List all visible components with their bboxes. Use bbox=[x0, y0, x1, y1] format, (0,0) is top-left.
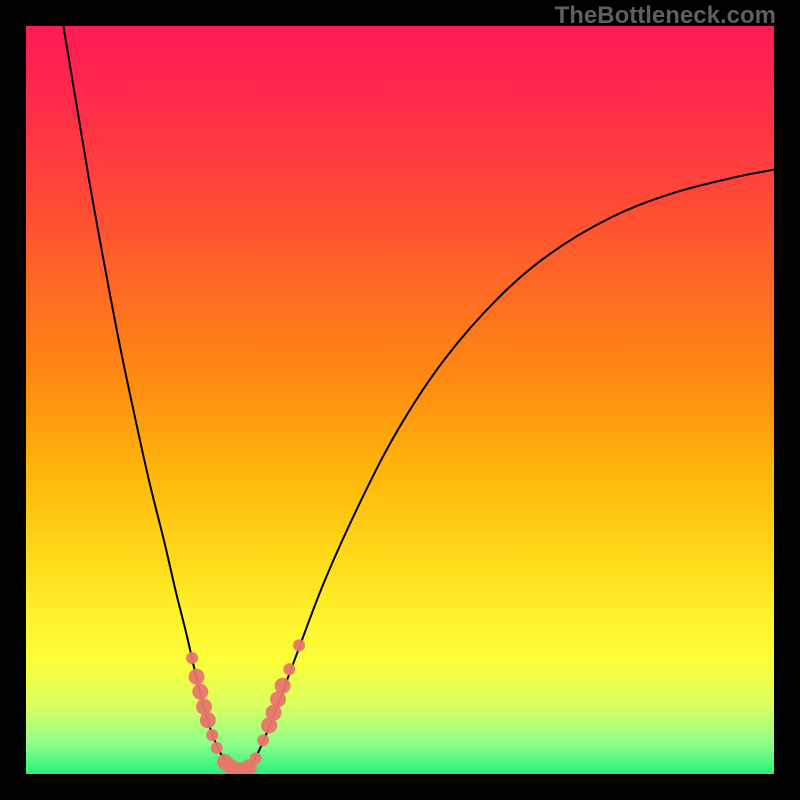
data-marker bbox=[200, 712, 216, 728]
chart-root: TheBottleneck.com bbox=[0, 0, 800, 800]
plot-area bbox=[26, 26, 774, 774]
data-marker bbox=[196, 699, 212, 715]
data-marker bbox=[186, 652, 198, 664]
data-marker bbox=[257, 734, 269, 746]
watermark-text: TheBottleneck.com bbox=[555, 2, 776, 30]
data-marker bbox=[293, 639, 305, 651]
plot-svg bbox=[26, 26, 774, 774]
data-marker bbox=[283, 663, 295, 675]
data-marker bbox=[250, 752, 262, 764]
data-marker bbox=[211, 742, 223, 754]
data-marker bbox=[192, 684, 208, 700]
data-marker bbox=[206, 729, 218, 741]
data-marker bbox=[275, 678, 291, 694]
gradient-background bbox=[26, 26, 774, 774]
data-marker bbox=[189, 669, 205, 685]
